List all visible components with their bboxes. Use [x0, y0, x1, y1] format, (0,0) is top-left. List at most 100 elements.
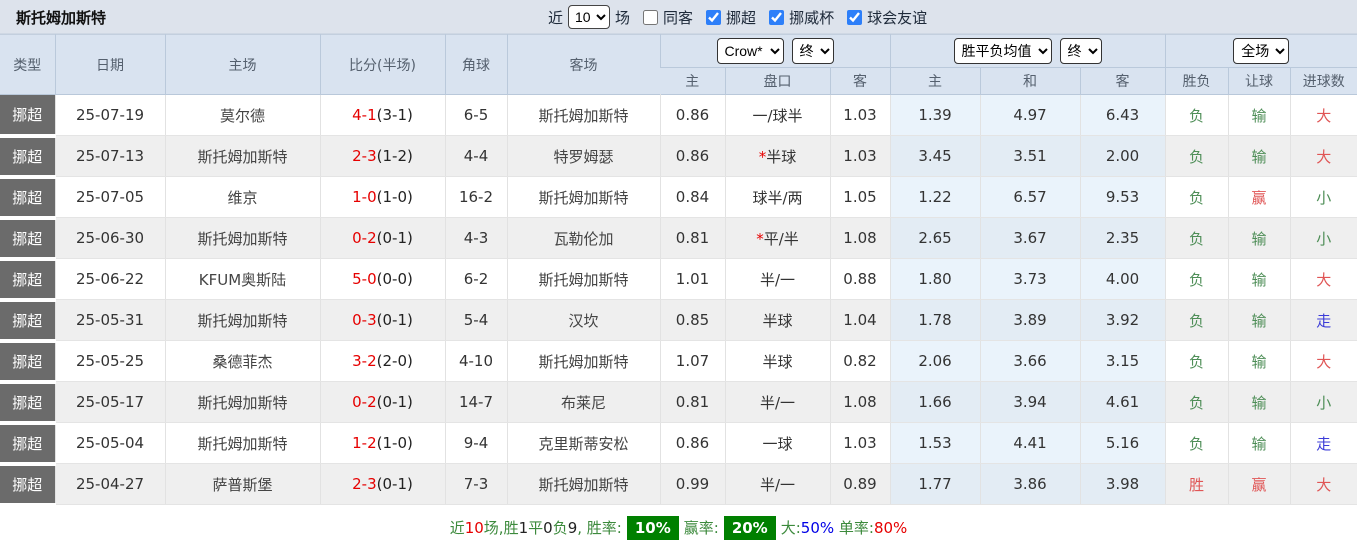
halftime-score: (1-2) [376, 147, 413, 165]
odds-type-select[interactable]: 胜平负均值 [953, 38, 1052, 64]
let-home-odds-cell: 0.86 [659, 135, 725, 177]
odds-home-win-cell: 2.06 [889, 340, 981, 382]
league-type-cell: 挪超 [0, 176, 55, 220]
winloss-result-cell: 负 [1164, 176, 1229, 218]
col-header-handicap-result: 让球 [1227, 67, 1291, 95]
corner-cell: 14-7 [444, 381, 507, 423]
let-away-odds-cell: 1.04 [829, 299, 891, 341]
handicap-company-select[interactable]: Crow* [716, 38, 784, 64]
match-date-cell: 25-05-31 [54, 299, 165, 341]
odds-away-win-cell: 4.00 [1079, 258, 1166, 300]
corner-cell: 16-2 [444, 176, 507, 218]
away-team-cell: 斯托姆加斯特 [506, 340, 660, 382]
goals-result-cell: 小 [1289, 217, 1357, 259]
summary-record-text: 近10场,胜1平0负9, 胜率: [449, 519, 622, 537]
league-checkbox-cup[interactable] [769, 9, 785, 25]
score-cell: 0-2(0-1) [319, 217, 445, 259]
fulltime-score: 0-2 [352, 229, 377, 247]
handicap-result-cell: 输 [1227, 340, 1291, 382]
table-row: 挪超 25-07-19 莫尔德 4-1(3-1) 6-5 斯托姆加斯特 0.86… [0, 94, 1357, 138]
recent-label: 近 [548, 8, 564, 27]
league-label-friendly: 球会友谊 [867, 8, 928, 27]
let-away-odds-cell: 0.88 [829, 258, 891, 300]
let-home-odds-cell: 0.86 [659, 94, 725, 136]
league-checkbox-eliteserien[interactable] [706, 9, 722, 25]
handicap-cell: 半/一 [724, 258, 830, 300]
same-opponent-checkbox[interactable] [643, 9, 659, 25]
odds-draw-cell: 3.66 [979, 340, 1081, 382]
league-checkbox-friendly[interactable] [847, 9, 863, 25]
col-header-corner: 角球 [444, 34, 507, 95]
handicap-value: 半/一 [759, 393, 796, 412]
goals-result-cell: 小 [1289, 176, 1357, 218]
fulltime-score: 5-0 [352, 270, 377, 288]
odds-time-select[interactable]: 终 [1059, 38, 1102, 64]
fulltime-score: 0-3 [352, 311, 377, 329]
handicap-value: 半球 [762, 311, 793, 330]
home-team-cell: 斯托姆加斯特 [164, 299, 320, 341]
odds-away-win-cell: 4.61 [1079, 381, 1166, 423]
score-cell: 4-1(3-1) [319, 94, 445, 136]
match-date-cell: 25-06-22 [54, 258, 165, 300]
handicap-value: 半/一 [759, 270, 796, 289]
goals-result-cell: 走 [1289, 299, 1357, 341]
odds-draw-cell: 3.89 [979, 299, 1081, 341]
col-header-odds-draw: 和 [979, 67, 1081, 95]
handicap-result-cell: 输 [1227, 381, 1291, 423]
odds-away-win-cell: 3.98 [1079, 463, 1166, 505]
odds-draw-cell: 6.57 [979, 176, 1081, 218]
goals-result-cell: 大 [1289, 94, 1357, 136]
scope-select-group: 全场 [1164, 34, 1357, 68]
home-team-cell: 维京 [164, 176, 320, 218]
handicap-value: 球半/两 [752, 188, 803, 207]
handicap-rate-label: 赢率: [683, 519, 719, 537]
topbar: 斯托姆加斯特 近 10 场 同客 挪超 挪威杯 球会友谊 [0, 0, 1357, 34]
score-cell: 0-2(0-1) [319, 381, 445, 423]
table-row: 挪超 25-05-31 斯托姆加斯特 0-3(0-1) 5-4 汉坎 0.85 … [0, 299, 1357, 343]
let-away-odds-cell: 1.08 [829, 381, 891, 423]
table-row: 挪超 25-05-25 桑德菲杰 3-2(2-0) 4-10 斯托姆加斯特 1.… [0, 340, 1357, 384]
league-type-cell: 挪超 [0, 135, 55, 179]
handicap-value: 一/球半 [752, 106, 803, 125]
recent-count-select[interactable]: 10 [568, 5, 611, 29]
odds-away-win-cell: 5.16 [1079, 422, 1166, 464]
col-header-handicap: 盘口 [724, 67, 830, 95]
halftime-score: (0-1) [376, 393, 413, 411]
odds-away-win-cell: 3.15 [1079, 340, 1166, 382]
odds-home-win-cell: 1.53 [889, 422, 981, 464]
table-row: 挪超 25-05-04 斯托姆加斯特 1-2(1-0) 9-4 克里斯蒂安松 0… [0, 422, 1357, 466]
odds-select-group: 胜平负均值 终 [889, 34, 1166, 68]
league-type-cell: 挪超 [0, 381, 55, 425]
col-header-odds-away: 客 [1079, 67, 1166, 95]
goals-result-cell: 大 [1289, 340, 1357, 382]
odds-away-win-cell: 3.92 [1079, 299, 1166, 341]
let-away-odds-cell: 1.03 [829, 94, 891, 136]
handicap-time-select[interactable]: 终 [791, 38, 834, 64]
table-row: 挪超 25-04-27 萨普斯堡 2-3(0-1) 7-3 斯托姆加斯特 0.9… [0, 463, 1357, 507]
scope-select[interactable]: 全场 [1233, 38, 1290, 64]
table-row: 挪超 25-05-17 斯托姆加斯特 0-2(0-1) 14-7 布莱尼 0.8… [0, 381, 1357, 425]
corner-cell: 6-5 [444, 94, 507, 136]
col-header-date: 日期 [54, 34, 165, 95]
league-label-eliteserien: 挪超 [726, 8, 757, 27]
odds-draw-cell: 3.73 [979, 258, 1081, 300]
let-away-odds-cell: 1.03 [829, 135, 891, 177]
match-history-table: 类型 日期 主场 比分(半场) 角球 客场 Crow* 终 胜平负均值 终 [0, 34, 1357, 507]
match-date-cell: 25-07-19 [54, 94, 165, 136]
halftime-score: (0-0) [376, 270, 413, 288]
odds-away-win-cell: 9.53 [1079, 176, 1166, 218]
score-cell: 3-2(2-0) [319, 340, 445, 382]
table-row: 挪超 25-07-05 维京 1-0(1-0) 16-2 斯托姆加斯特 0.84… [0, 176, 1357, 220]
league-type-cell: 挪超 [0, 463, 55, 507]
odds-draw-cell: 3.51 [979, 135, 1081, 177]
halftime-score: (1-0) [376, 434, 413, 452]
handicap-value: 半球 [762, 352, 793, 371]
home-team-cell: 莫尔德 [164, 94, 320, 136]
away-team-cell: 斯托姆加斯特 [506, 463, 660, 505]
corner-cell: 7-3 [444, 463, 507, 505]
league-label-cup: 挪威杯 [789, 8, 835, 27]
odds-away-win-cell: 6.43 [1079, 94, 1166, 136]
halftime-score: (1-0) [376, 188, 413, 206]
odds-home-win-cell: 1.22 [889, 176, 981, 218]
match-date-cell: 25-04-27 [54, 463, 165, 505]
